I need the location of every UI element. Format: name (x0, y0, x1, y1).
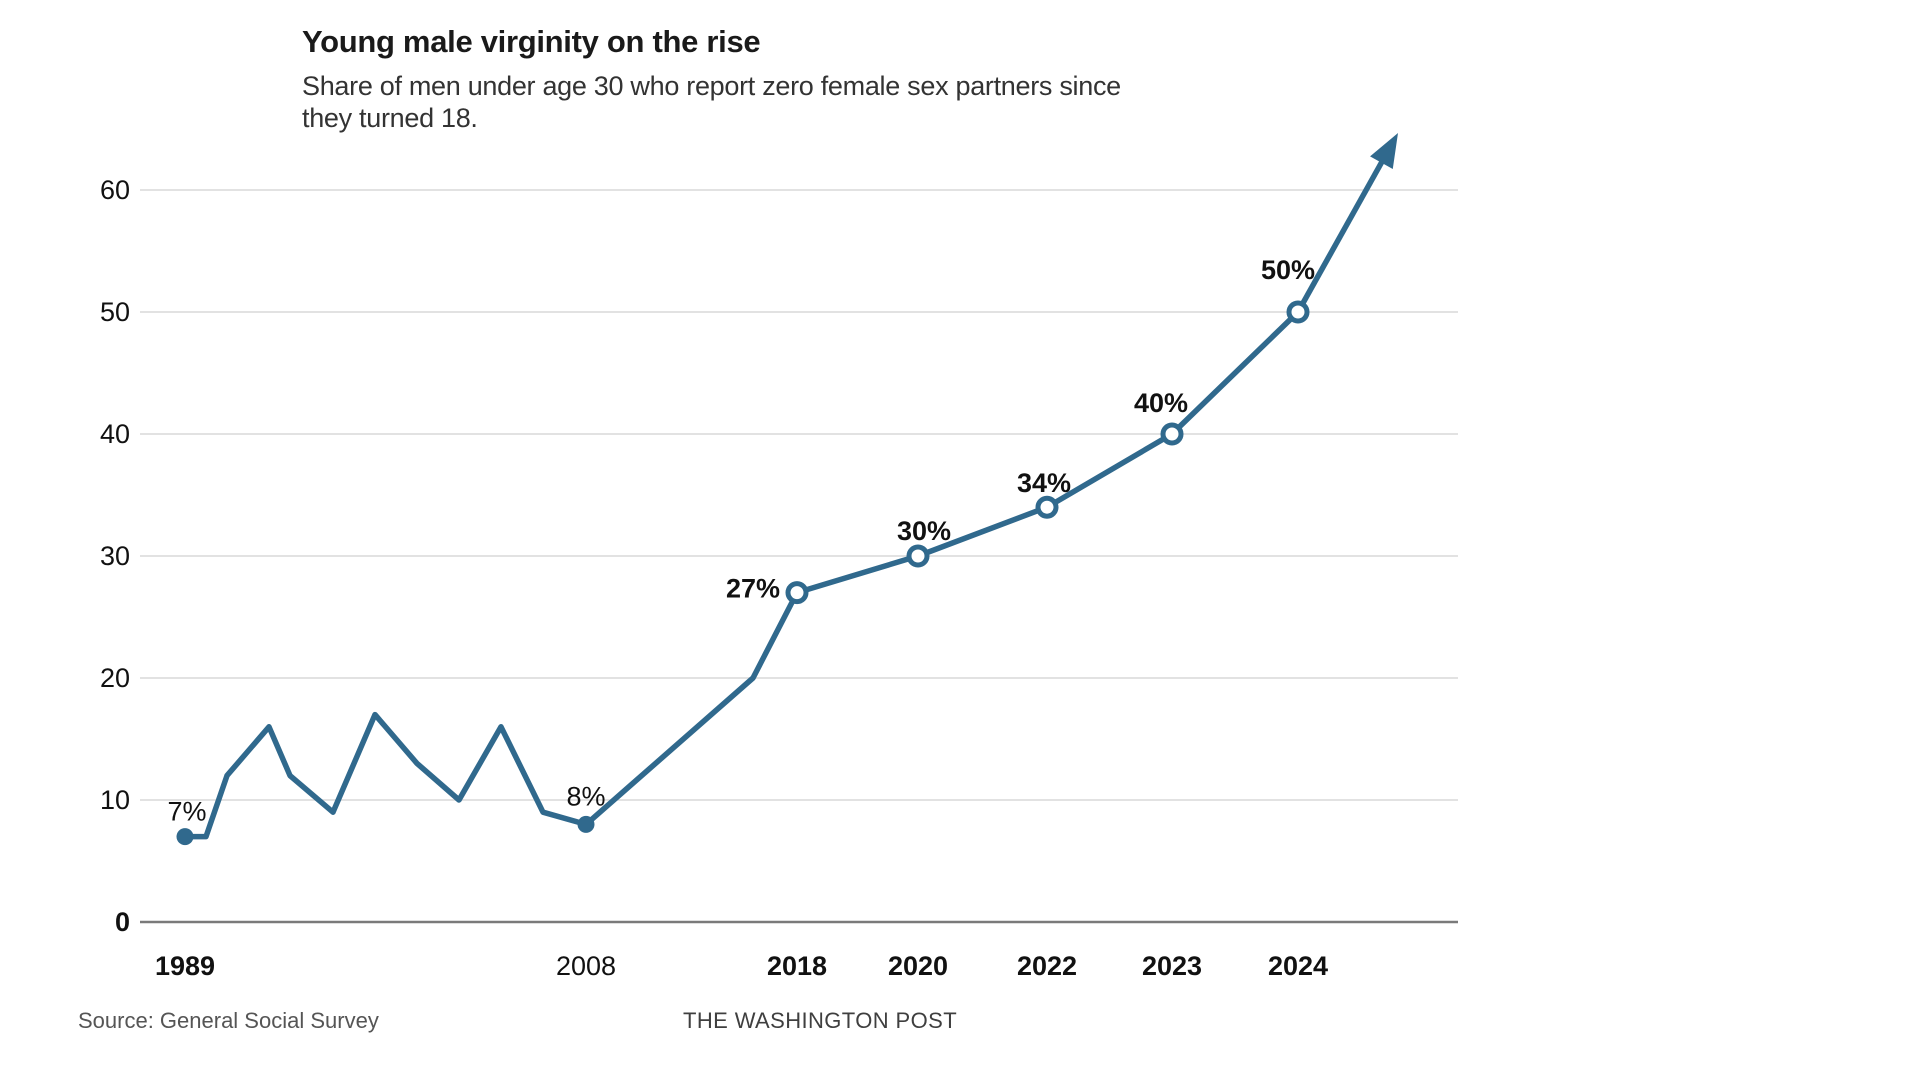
y-tick-label: 20 (100, 663, 130, 693)
y-tick-label: 10 (100, 785, 130, 815)
data-point-label: 40% (1134, 388, 1188, 418)
y-tick-label: 50 (100, 297, 130, 327)
chart-subtitle-line2: they turned 18. (302, 102, 478, 133)
trend-arrow-shaft (1295, 157, 1386, 314)
data-point-marker (176, 828, 194, 846)
x-tick-label: 2024 (1268, 951, 1328, 981)
chart-header: Young male virginity on the rise Share o… (302, 24, 1202, 134)
data-point-label: 8% (566, 781, 605, 811)
x-tick-label: 2023 (1142, 951, 1202, 981)
data-point-marker (1286, 300, 1310, 324)
credit-text: THE WASHINGTON POST (683, 1008, 958, 1033)
x-tick-label: 2008 (556, 951, 616, 981)
x-tick-label: 2022 (1017, 951, 1077, 981)
data-point-marker (906, 544, 930, 568)
x-tick-label: 2020 (888, 951, 948, 981)
trend-arrow-head (1370, 133, 1398, 170)
data-point-marker (1160, 422, 1184, 446)
data-point-label: 50% (1261, 255, 1315, 285)
y-tick-label: 0 (115, 907, 130, 937)
data-point-label: 7% (167, 797, 206, 827)
x-tick-label: 2018 (767, 951, 827, 981)
data-point-label: 30% (897, 516, 951, 546)
data-point-marker (1035, 495, 1059, 519)
data-point-marker (785, 581, 809, 605)
y-tick-label: 30 (100, 541, 130, 571)
chart-title: Young male virginity on the rise (302, 24, 761, 59)
data-point-label: 34% (1017, 468, 1071, 498)
chart-subtitle: Share of men under age 30 who report zer… (302, 70, 1202, 134)
data-point-label: 27% (726, 574, 780, 604)
x-tick-label: 1989 (155, 951, 215, 981)
chart-subtitle-line1: Share of men under age 30 who report zer… (302, 70, 1121, 101)
series-line (182, 309, 1301, 840)
data-point-marker (577, 815, 595, 833)
y-tick-label: 40 (100, 419, 130, 449)
source-text: Source: General Social Survey (78, 1008, 379, 1033)
y-tick-label: 60 (100, 175, 130, 205)
